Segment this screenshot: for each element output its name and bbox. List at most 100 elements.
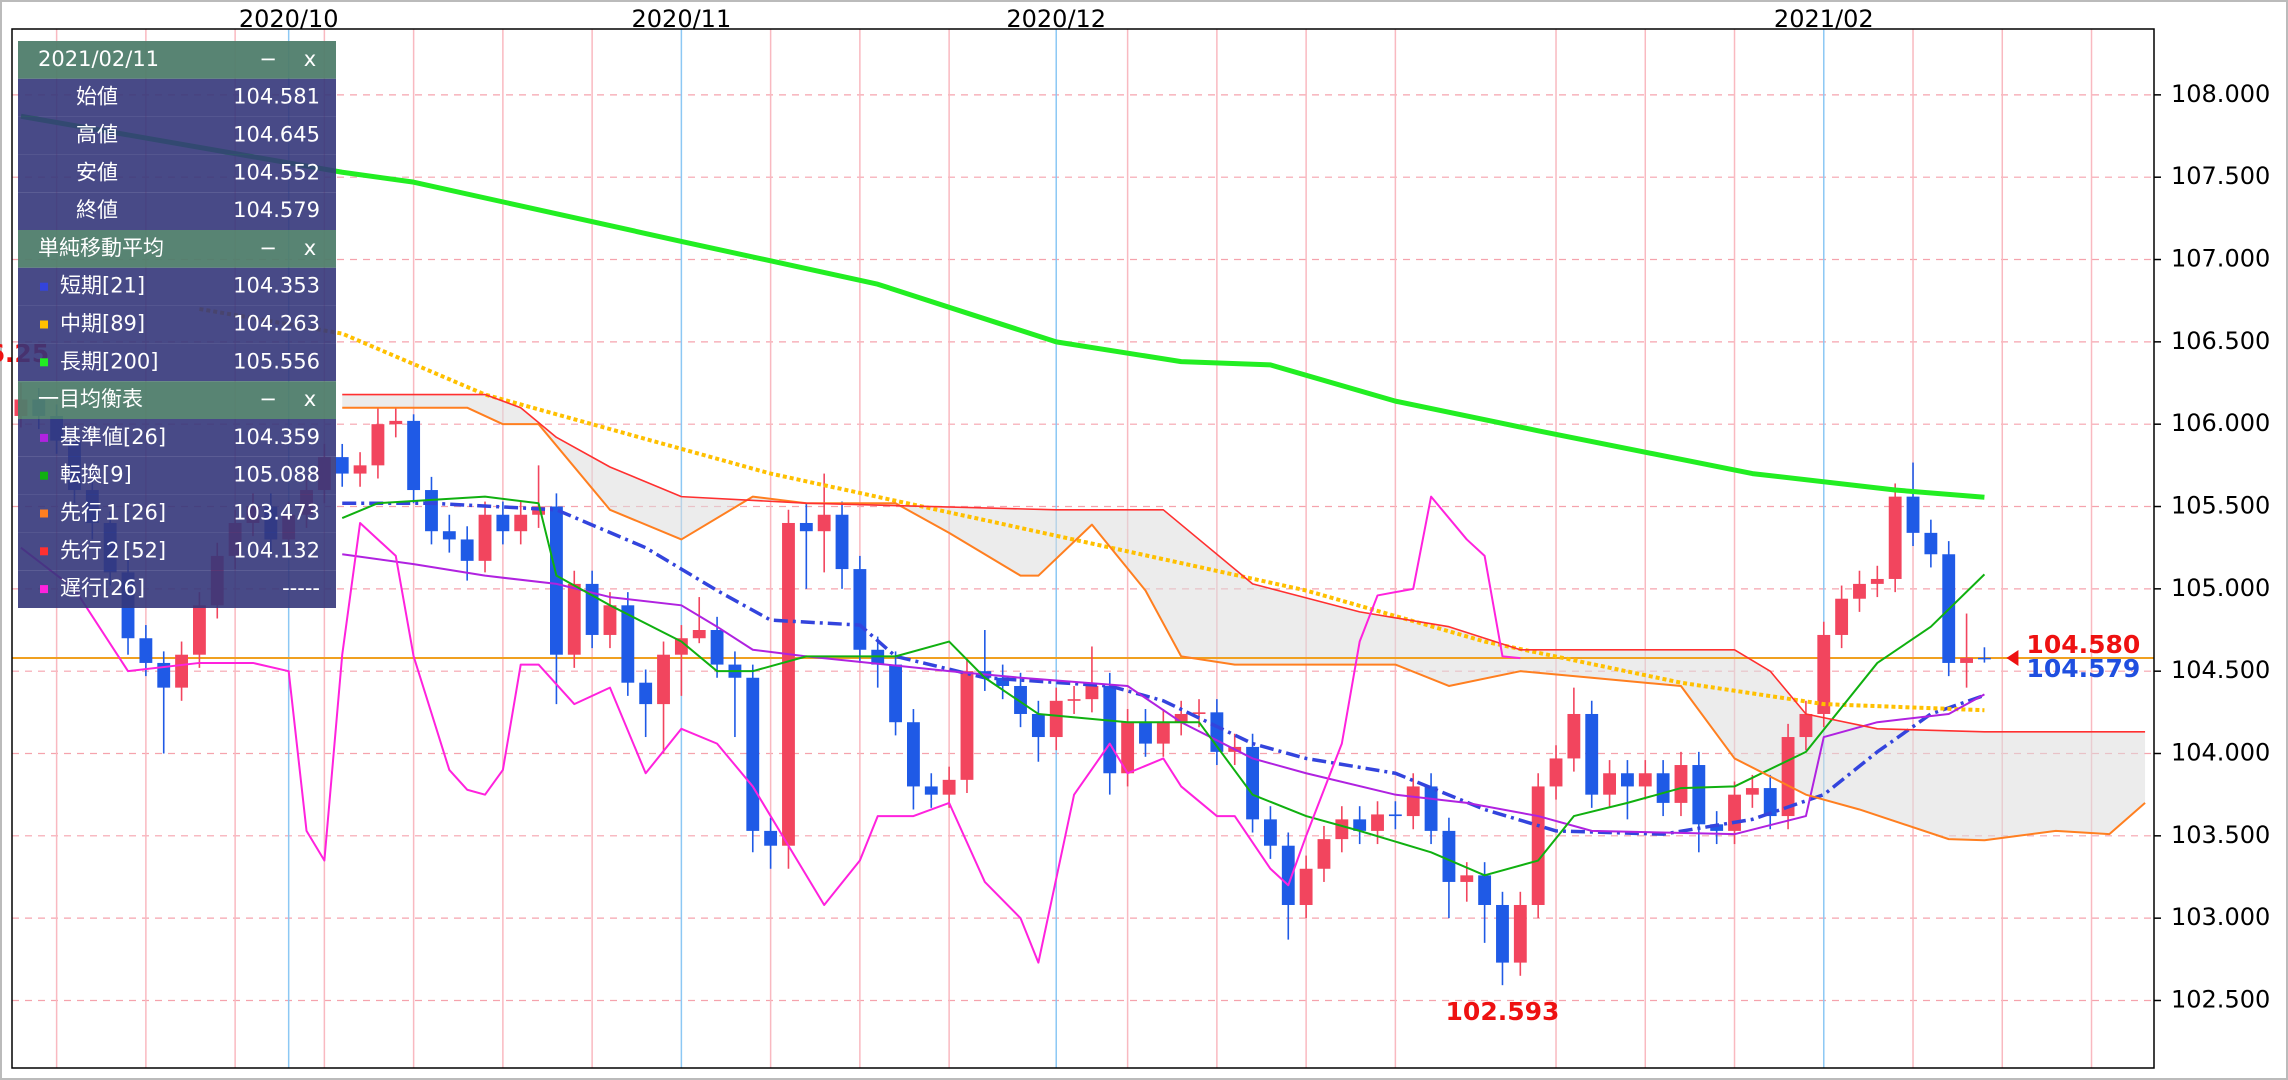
candle-body bbox=[175, 654, 189, 688]
candle-body bbox=[1674, 765, 1688, 803]
series-line bbox=[342, 406, 2146, 842]
candle-body bbox=[371, 424, 385, 466]
panel-value: 103.473 bbox=[233, 501, 320, 525]
candle-body bbox=[621, 605, 635, 683]
panel-control[interactable]: x bbox=[304, 236, 316, 260]
panel-row bbox=[18, 192, 336, 230]
candle-body bbox=[1763, 788, 1777, 817]
panel-value: 104.552 bbox=[233, 160, 320, 184]
plot-border bbox=[11, 28, 2155, 1069]
candle-body bbox=[1799, 713, 1813, 738]
candle-body bbox=[1853, 583, 1866, 599]
series-line bbox=[342, 501, 1986, 836]
y-tick-label: 104.000 bbox=[2171, 739, 2270, 767]
candle-body bbox=[1085, 685, 1099, 700]
candle-body bbox=[1835, 598, 1849, 635]
legend-swatch bbox=[40, 585, 48, 594]
candle-body bbox=[1442, 830, 1456, 882]
panel-control[interactable]: x bbox=[304, 387, 316, 411]
panel-row bbox=[18, 78, 336, 117]
candle-body bbox=[1817, 634, 1831, 714]
candle-body bbox=[1371, 814, 1384, 831]
candle-body bbox=[1513, 904, 1527, 963]
candle-body bbox=[1567, 713, 1581, 759]
candle-body bbox=[1728, 794, 1741, 831]
candle-body bbox=[1603, 773, 1617, 795]
panel-label: 転換[9] bbox=[60, 463, 132, 487]
panel-value: 105.556 bbox=[233, 349, 320, 373]
panel-row bbox=[18, 267, 336, 306]
panel-row bbox=[18, 419, 336, 457]
plot-area bbox=[12, 29, 2154, 1068]
panel-control[interactable]: − bbox=[259, 236, 277, 260]
candle-body bbox=[764, 830, 778, 846]
candle-body bbox=[996, 677, 1010, 686]
candle-body bbox=[478, 514, 492, 561]
legend-swatch bbox=[40, 547, 48, 556]
candle-body bbox=[782, 522, 795, 846]
legend-swatch bbox=[40, 320, 48, 329]
panel-header bbox=[18, 41, 336, 79]
panel-value: 104.353 bbox=[233, 274, 320, 298]
panel-label: 長期[200] bbox=[60, 349, 158, 373]
candle-body bbox=[496, 514, 510, 532]
candle-body bbox=[1174, 713, 1188, 723]
candle-body bbox=[1549, 758, 1563, 787]
legend-swatch bbox=[40, 358, 48, 367]
candle-body bbox=[1585, 713, 1599, 795]
series-line bbox=[20, 113, 1985, 500]
candle-body bbox=[1888, 496, 1902, 579]
y-tick-label: 107.500 bbox=[2171, 162, 2270, 190]
current-price-label: 104.579 bbox=[2026, 654, 2140, 683]
candle-body bbox=[1299, 868, 1313, 905]
panel-label: 基準値[26] bbox=[60, 425, 166, 449]
candle-body bbox=[1496, 904, 1509, 963]
panel-header bbox=[18, 381, 336, 419]
candle-body bbox=[1960, 657, 1974, 663]
candle-body bbox=[906, 722, 920, 787]
panel-header-title: 単純移動平均 bbox=[38, 236, 164, 260]
panel-label: 高値 bbox=[76, 123, 118, 147]
panel-row bbox=[18, 305, 336, 344]
panel-value: 104.579 bbox=[233, 198, 320, 222]
panel-control[interactable]: − bbox=[259, 387, 277, 411]
candle-body bbox=[799, 522, 813, 532]
panel-value: 104.581 bbox=[233, 85, 320, 109]
candle-body bbox=[425, 490, 438, 532]
panel-row bbox=[18, 532, 336, 571]
info-panel: 2021/02/11 − x 始値 104.581 高値 104.645 安値 104.552 終… bbox=[18, 41, 336, 608]
candle-body bbox=[942, 779, 956, 795]
candle-body bbox=[1317, 839, 1331, 869]
candle-body bbox=[1406, 786, 1420, 817]
y-tick-label: 106.000 bbox=[2171, 409, 2270, 437]
panel-label: 終値 bbox=[76, 198, 118, 222]
panel-label: 先行１[26] bbox=[60, 501, 166, 525]
candle-body bbox=[1335, 819, 1349, 840]
candle-body bbox=[1924, 532, 1938, 555]
candle-body bbox=[389, 420, 403, 425]
panel-header-title: 一目均衡表 bbox=[38, 387, 143, 411]
panel-label: 先行２[52] bbox=[60, 538, 166, 562]
candle-body bbox=[460, 539, 474, 561]
panel-row bbox=[18, 154, 336, 193]
candle-body bbox=[1014, 685, 1027, 714]
panel-control[interactable]: x bbox=[304, 47, 316, 71]
candle-body bbox=[1263, 819, 1277, 846]
legend-swatch bbox=[40, 433, 48, 442]
candle-body bbox=[746, 677, 760, 831]
current-price-label: 104.580 bbox=[2026, 630, 2140, 659]
panel-value: 104.359 bbox=[233, 425, 320, 449]
y-tick-label: 105.000 bbox=[2171, 574, 2270, 602]
panel-header-title: 2021/02/11 bbox=[38, 47, 159, 71]
candle-body bbox=[1031, 713, 1045, 738]
candle-body bbox=[549, 506, 563, 655]
y-tick-label: 105.500 bbox=[2171, 492, 2270, 520]
panel-label: 始値 bbox=[76, 85, 118, 109]
candle-body bbox=[889, 664, 903, 723]
panel-control[interactable]: − bbox=[259, 47, 277, 71]
candle-body bbox=[960, 671, 974, 780]
candle-body bbox=[1067, 699, 1081, 701]
candle-body bbox=[603, 605, 617, 635]
